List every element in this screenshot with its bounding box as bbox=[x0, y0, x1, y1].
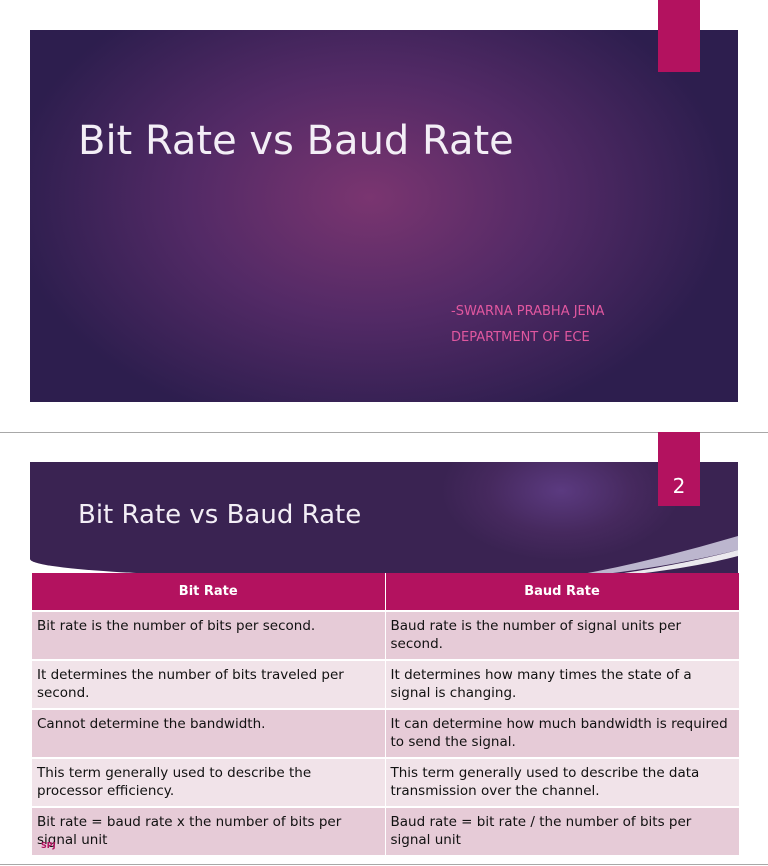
table-cell: Baud rate = bit rate / the number of bit… bbox=[385, 806, 740, 855]
department-name: DEPARTMENT OF ECE bbox=[451, 330, 590, 345]
table-row: Bit rate = baud rate x the number of bit… bbox=[32, 806, 740, 855]
table-cell: Bit rate is the number of bits per secon… bbox=[32, 610, 386, 660]
table-row: It determines the number of bits travele… bbox=[32, 659, 740, 709]
table-row: Bit rate is the number of bits per secon… bbox=[32, 610, 740, 660]
slide-title: Bit Rate vs Baud Rate bbox=[78, 118, 514, 164]
table-cell: It determines the number of bits travele… bbox=[32, 659, 386, 709]
table-cell: Baud rate is the number of signal units … bbox=[385, 610, 740, 660]
footer-mark: SPJ bbox=[41, 841, 56, 850]
table-row: Cannot determine the bandwidth. It can d… bbox=[32, 708, 740, 758]
slide-title: Bit Rate vs Baud Rate bbox=[78, 500, 362, 530]
table-cell: This term generally used to describe the… bbox=[385, 757, 740, 807]
table-cell: Cannot determine the bandwidth. bbox=[32, 708, 386, 758]
column-header: Baud Rate bbox=[385, 573, 740, 611]
title-slide bbox=[30, 30, 738, 402]
slide-divider bbox=[0, 864, 768, 865]
slide-divider bbox=[0, 432, 768, 433]
table-row: This term generally used to describe the… bbox=[32, 757, 740, 807]
column-header: Bit Rate bbox=[32, 573, 386, 611]
page-number: 2 bbox=[658, 432, 700, 506]
table-cell: It determines how many times the state o… bbox=[385, 659, 740, 709]
table-header-row: Bit Rate Baud Rate bbox=[32, 573, 740, 611]
accent-tab bbox=[658, 0, 700, 72]
slide-header-band bbox=[30, 462, 738, 577]
header-swoosh bbox=[560, 536, 738, 578]
table-cell: This term generally used to describe the… bbox=[32, 757, 386, 807]
table-cell: Bit rate = baud rate x the number of bit… bbox=[32, 806, 386, 855]
comparison-table: Bit Rate Baud Rate Bit rate is the numbe… bbox=[32, 573, 740, 855]
author-name: -SWARNA PRABHA JENA bbox=[451, 304, 605, 319]
table-cell: It can determine how much bandwidth is r… bbox=[385, 708, 740, 758]
